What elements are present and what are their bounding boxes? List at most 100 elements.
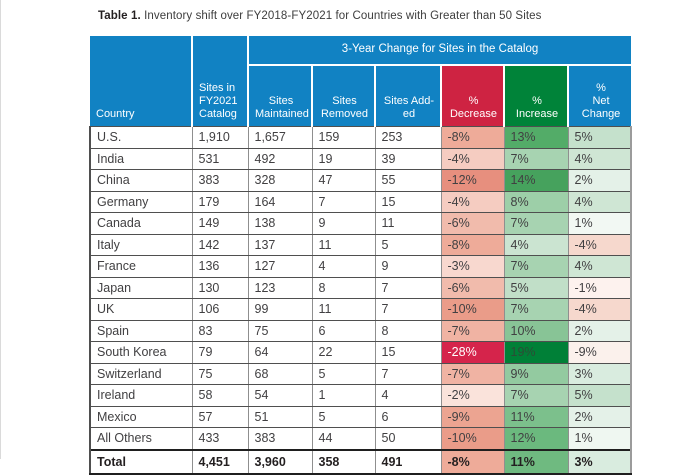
cell-net: 4% bbox=[568, 148, 633, 170]
cell-decrease: -28% bbox=[441, 341, 505, 364]
table-body: U.S. 1,910 1,657 159 253 -8% 13% 5% India 531 492 1… bbox=[89, 126, 633, 475]
cell-added: 7 bbox=[375, 363, 442, 385]
header-pct-decrease: % Decrease bbox=[441, 65, 505, 127]
table-row: Italy 142 137 11 5 -8% 4% -4% bbox=[89, 234, 633, 256]
table-row: Ireland 58 54 1 4 -2% 7% 5% bbox=[89, 384, 633, 407]
table-row: South Korea 79 64 22 15 -28% 19% -9% bbox=[89, 341, 633, 364]
cell-country: Total bbox=[89, 448, 193, 475]
header-sites-maintained: Sites Maintained bbox=[248, 65, 313, 127]
cell-removed: 44 bbox=[312, 427, 376, 450]
header-country: Country bbox=[90, 36, 193, 127]
cell-increase: 7% bbox=[504, 212, 569, 235]
cell-net: -9% bbox=[568, 341, 633, 364]
cell-removed: 358 bbox=[312, 448, 376, 475]
cell-maintained: 492 bbox=[248, 148, 313, 170]
table-row: China 383 328 47 55 -12% 14% 2% bbox=[89, 169, 633, 192]
header-pct-increase: % Increase bbox=[504, 65, 569, 127]
cell-country: U.S. bbox=[89, 126, 193, 149]
table-row: Spain 83 75 6 8 -7% 10% 2% bbox=[89, 320, 633, 342]
cell-increase: 4% bbox=[504, 234, 569, 256]
table-row: Switzerland 75 68 5 7 -7% 9% 3% bbox=[89, 363, 633, 385]
cell-sites: 83 bbox=[192, 320, 249, 342]
table-title-text: Inventory shift over FY2018-FY2021 for C… bbox=[140, 10, 542, 22]
cell-sites: 4,451 bbox=[192, 448, 249, 475]
cell-net: 3% bbox=[568, 363, 633, 385]
cell-removed: 5 bbox=[312, 363, 376, 385]
cell-country: Ireland bbox=[89, 384, 193, 407]
cell-removed: 22 bbox=[312, 341, 376, 364]
cell-sites: 1,910 bbox=[192, 126, 249, 149]
cell-sites: 58 bbox=[192, 384, 249, 407]
cell-decrease: -7% bbox=[441, 363, 505, 385]
cell-increase: 13% bbox=[504, 126, 569, 149]
cell-country: Spain bbox=[89, 320, 193, 342]
cell-country: Japan bbox=[89, 277, 193, 299]
table-row: All Others 433 383 44 50 -10% 12% 1% bbox=[89, 427, 633, 450]
cell-net: -1% bbox=[568, 277, 633, 299]
table-row: India 531 492 19 39 -4% 7% 4% bbox=[89, 148, 633, 170]
cell-added: 491 bbox=[375, 448, 442, 475]
cell-country: Italy bbox=[89, 234, 193, 256]
cell-sites: 75 bbox=[192, 363, 249, 385]
cell-added: 4 bbox=[375, 384, 442, 407]
cell-removed: 8 bbox=[312, 277, 376, 299]
cell-country: Germany bbox=[89, 191, 193, 213]
cell-decrease: -6% bbox=[441, 212, 505, 235]
cell-decrease: -8% bbox=[441, 126, 505, 149]
cell-net: 5% bbox=[568, 384, 633, 407]
cell-maintained: 64 bbox=[248, 341, 313, 364]
cell-maintained: 137 bbox=[248, 234, 313, 256]
cell-net: 3% bbox=[568, 448, 633, 475]
cell-added: 5 bbox=[375, 234, 442, 256]
cell-sites: 179 bbox=[192, 191, 249, 213]
cell-increase: 19% bbox=[504, 341, 569, 364]
cell-sites: 142 bbox=[192, 234, 249, 256]
cell-added: 9 bbox=[375, 255, 442, 278]
table-title: Table 1. Inventory shift over FY2018-FY2… bbox=[98, 10, 542, 22]
cell-increase: 7% bbox=[504, 255, 569, 278]
cell-removed: 7 bbox=[312, 191, 376, 213]
cell-decrease: -7% bbox=[441, 320, 505, 342]
cell-added: 7 bbox=[375, 277, 442, 299]
cell-country: Canada bbox=[89, 212, 193, 235]
cell-added: 8 bbox=[375, 320, 442, 342]
cell-net: 1% bbox=[568, 427, 633, 450]
cell-increase: 7% bbox=[504, 384, 569, 407]
cell-removed: 159 bbox=[312, 126, 376, 149]
table-row: Mexico 57 51 5 6 -9% 11% 2% bbox=[89, 406, 633, 428]
cell-increase: 7% bbox=[504, 148, 569, 170]
cell-sites: 531 bbox=[192, 148, 249, 170]
cell-sites: 130 bbox=[192, 277, 249, 299]
cell-increase: 14% bbox=[504, 169, 569, 192]
table-header: Country Sites in FY2021 Catalog 3-Year C… bbox=[90, 36, 632, 127]
cell-maintained: 68 bbox=[248, 363, 313, 385]
cell-decrease: -10% bbox=[441, 298, 505, 321]
cell-increase: 5% bbox=[504, 277, 569, 299]
cell-increase: 11% bbox=[504, 448, 569, 475]
cell-maintained: 99 bbox=[248, 298, 313, 321]
cell-removed: 4 bbox=[312, 255, 376, 278]
cell-net: -4% bbox=[568, 298, 633, 321]
cell-added: 15 bbox=[375, 191, 442, 213]
header-pct-net-change: % Net Change bbox=[568, 65, 632, 127]
cell-net: 5% bbox=[568, 126, 633, 149]
cell-decrease: -12% bbox=[441, 169, 505, 192]
cell-removed: 19 bbox=[312, 148, 376, 170]
cell-increase: 9% bbox=[504, 363, 569, 385]
cell-country: UK bbox=[89, 298, 193, 321]
cell-sites: 149 bbox=[192, 212, 249, 235]
cell-country: South Korea bbox=[89, 341, 193, 364]
cell-net: 2% bbox=[568, 406, 633, 428]
cell-country: India bbox=[89, 148, 193, 170]
cell-maintained: 127 bbox=[248, 255, 313, 278]
cell-removed: 11 bbox=[312, 298, 376, 321]
cell-removed: 47 bbox=[312, 169, 376, 192]
cell-maintained: 138 bbox=[248, 212, 313, 235]
header-span-3year-change: 3-Year Change for Sites in the Catalog bbox=[248, 36, 632, 66]
cell-maintained: 51 bbox=[248, 406, 313, 428]
cell-net: 4% bbox=[568, 255, 633, 278]
cell-sites: 57 bbox=[192, 406, 249, 428]
cell-country: All Others bbox=[89, 427, 193, 450]
cell-decrease: -4% bbox=[441, 148, 505, 170]
cell-maintained: 383 bbox=[248, 427, 313, 450]
